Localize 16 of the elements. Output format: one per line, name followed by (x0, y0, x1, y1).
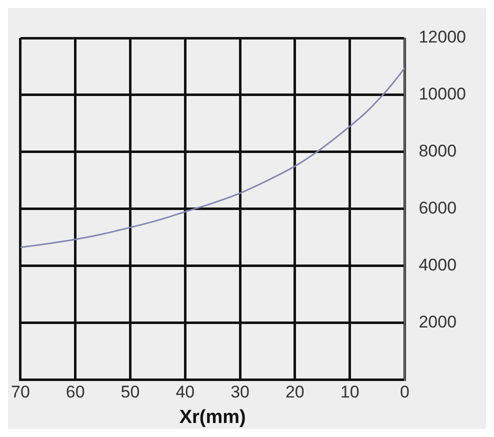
line-series (20, 67, 405, 248)
y-tick-label: 4000 (418, 256, 457, 275)
x-tick-label: 20 (285, 382, 304, 402)
x-tick-label: 0 (400, 382, 410, 402)
y-tick-label: 6000 (418, 198, 457, 218)
x-tick-label: 50 (120, 382, 140, 402)
x-tick-label: 30 (230, 382, 250, 402)
x-tick-label: 60 (66, 382, 85, 402)
y-tick-label: 2000 (418, 312, 457, 332)
x-tick-label: 70 (10, 382, 30, 402)
x-tick-label: 40 (176, 382, 195, 402)
y-tick-label: 8000 (418, 142, 457, 161)
y-tick-label: 12000 (418, 28, 466, 47)
x-tick-label: 10 (340, 382, 360, 402)
x-axis-title: Xr(mm) (179, 406, 246, 428)
y-tick-label: 10000 (418, 84, 466, 104)
